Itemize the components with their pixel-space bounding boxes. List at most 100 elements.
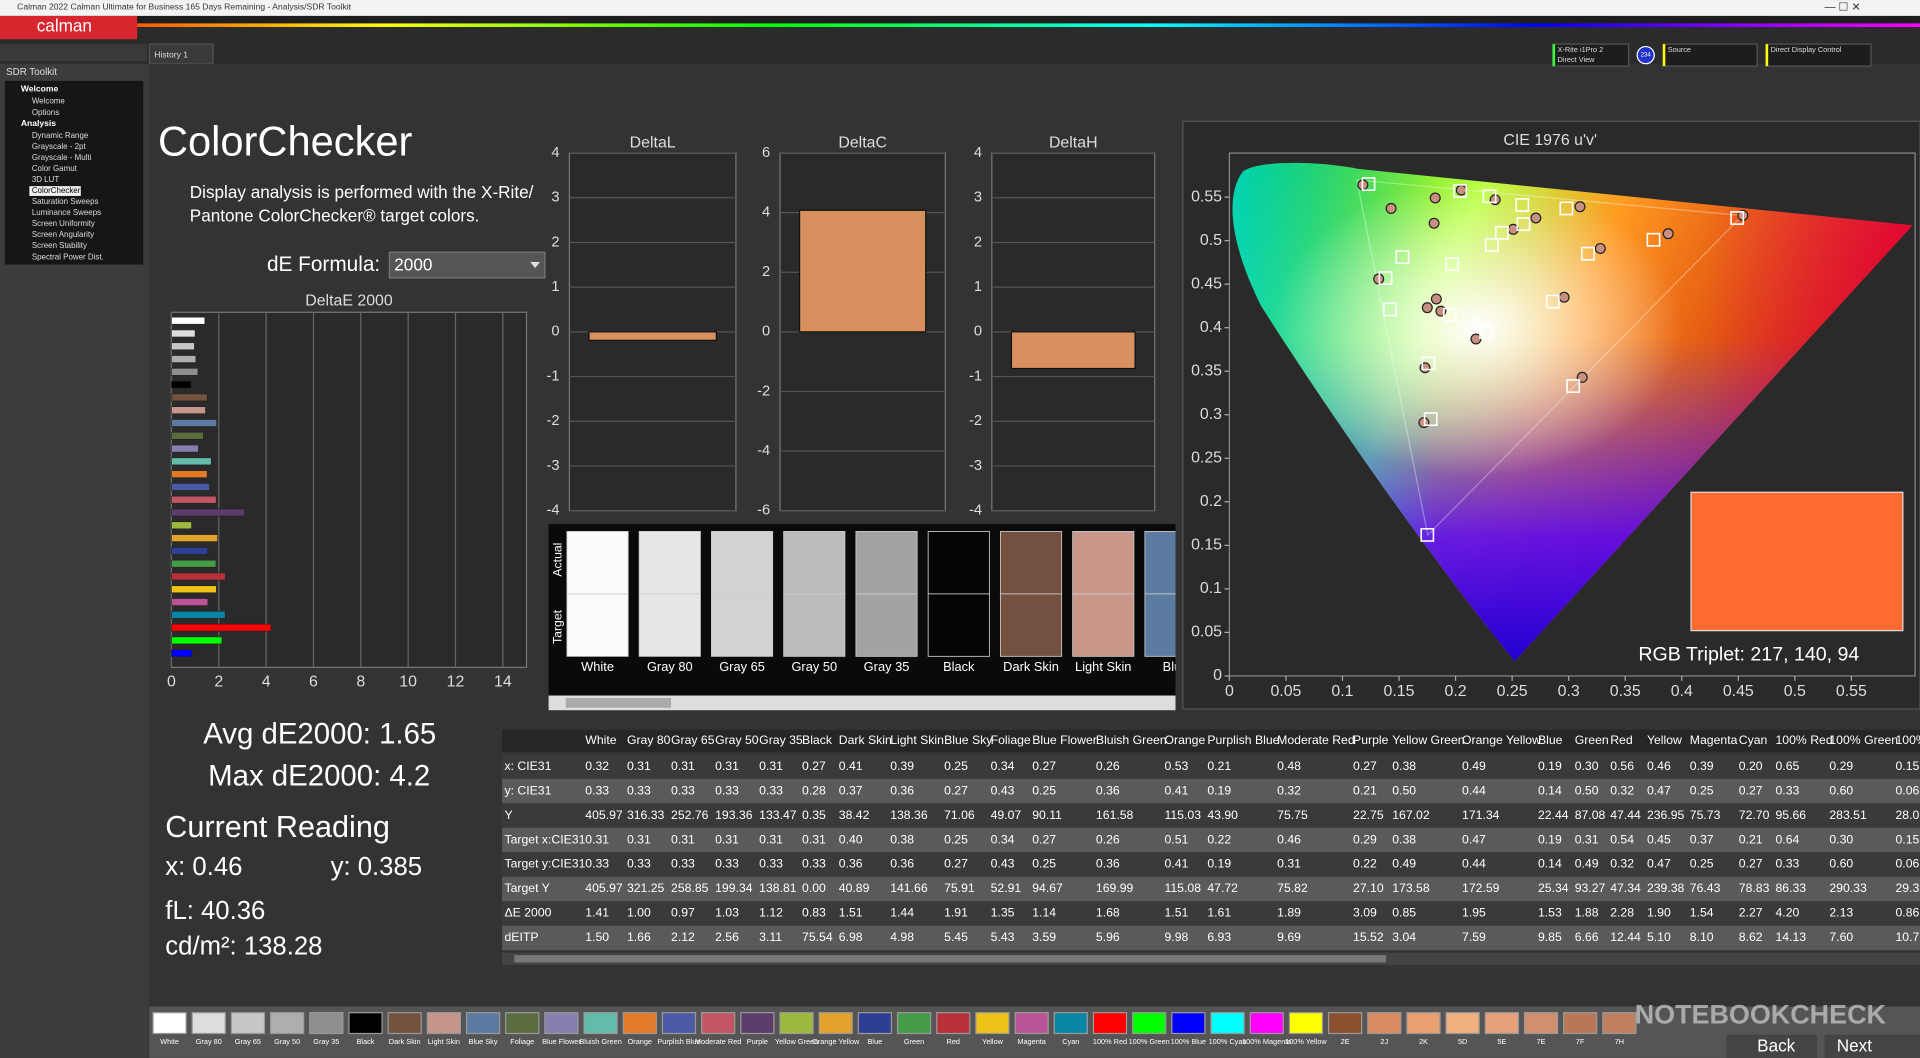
table-cell: 1.35: [991, 906, 1015, 920]
palette-swatch[interactable]: [818, 1012, 853, 1035]
column-header: 100% Green: [1829, 733, 1898, 747]
table-cell: 0.47: [1647, 783, 1671, 797]
palette-swatch[interactable]: [1406, 1012, 1441, 1035]
table-cell: 0.19: [1538, 759, 1562, 773]
logo: calman: [37, 15, 92, 35]
palette-swatch[interactable]: [1132, 1012, 1167, 1035]
target-point: [1378, 271, 1393, 285]
table-cell: 1.50: [585, 930, 609, 944]
palette-swatch[interactable]: [191, 1012, 226, 1035]
column-header: Blue Sky: [944, 733, 993, 747]
x-tick-label: 0.4: [1671, 683, 1693, 700]
table-cell: 3.59: [1032, 930, 1056, 944]
palette-swatch[interactable]: [1484, 1012, 1519, 1035]
palette-swatch[interactable]: [465, 1012, 501, 1035]
palette-label: 100% Green: [1129, 1037, 1170, 1046]
x-tick-label: 4: [262, 673, 271, 690]
table-cell: 239.38: [1647, 881, 1685, 895]
palette-label: 100% Yellow: [1285, 1037, 1327, 1046]
window-controls[interactable]: — ☐ ✕: [1824, 1, 1860, 13]
y-tick-label: 4: [762, 205, 770, 221]
table-cell: 0.20: [1739, 759, 1763, 773]
x-tick-label: 0.2: [1445, 683, 1467, 700]
palette-swatch[interactable]: [936, 1012, 971, 1035]
palette-swatch[interactable]: [1327, 1012, 1363, 1035]
palette-swatch[interactable]: [1288, 1012, 1324, 1035]
table-cell: 0.36: [890, 857, 914, 871]
table-cell: 161.58: [1096, 808, 1134, 822]
swatch-scrollbar[interactable]: [548, 695, 1176, 711]
palette-swatch[interactable]: [1563, 1012, 1598, 1035]
table-cell: 0.46: [1277, 832, 1301, 846]
x-tick-label: 0.1: [1331, 683, 1353, 700]
palette-swatch[interactable]: [583, 1012, 618, 1035]
palette-label: Green: [904, 1037, 924, 1046]
y-tick-label: -2: [547, 413, 560, 429]
column-header: Red: [1610, 733, 1633, 747]
tree-item: Grayscale - Multi: [32, 153, 92, 162]
logo-button[interactable]: [0, 15, 138, 40]
palette-swatch[interactable]: [1602, 1012, 1637, 1035]
actual-point: [1430, 293, 1442, 305]
palette-swatch[interactable]: [1014, 1012, 1049, 1035]
y-tick-label: 0.55: [1191, 188, 1222, 205]
palette-swatch[interactable]: [270, 1012, 305, 1035]
swatch-group: White Gray 80 Gray 65 Gray 50 Gray 35 Black Da…: [566, 531, 1189, 674]
palette-swatch[interactable]: [1053, 1012, 1088, 1035]
table-cell: 75.54: [802, 930, 833, 944]
table-scroll-thumb[interactable]: [514, 955, 1387, 963]
select-arrow: [530, 262, 540, 269]
palette-swatch[interactable]: [309, 1012, 344, 1035]
table-cell: 0.60: [1829, 857, 1853, 871]
column-header: Foliage: [991, 733, 1031, 747]
palette-swatch[interactable]: [740, 1012, 775, 1035]
table-cell: 0.31: [715, 832, 739, 846]
palette-swatch[interactable]: [1523, 1012, 1559, 1035]
swatch-scroll-thumb[interactable]: [565, 697, 672, 708]
target-point: [1423, 412, 1438, 427]
palette-swatch[interactable]: [387, 1012, 422, 1035]
palette-swatch[interactable]: [975, 1012, 1010, 1035]
tab-label[interactable]: History 1: [154, 49, 188, 59]
palette-swatch[interactable]: [1445, 1012, 1480, 1035]
table-cell: 0.47: [1462, 832, 1486, 846]
palette-swatch[interactable]: [505, 1012, 540, 1035]
table-cell: 0.27: [802, 759, 826, 773]
table-cell: 4.20: [1776, 906, 1800, 920]
palette-swatch[interactable]: [152, 1012, 187, 1035]
palette-swatch[interactable]: [701, 1012, 736, 1035]
palette-swatch[interactable]: [230, 1012, 266, 1035]
formula-select[interactable]: [388, 251, 546, 279]
palette-swatch[interactable]: [857, 1012, 893, 1035]
back-button[interactable]: [1726, 1034, 1818, 1058]
y-tick-label: 1: [974, 279, 982, 295]
palette-swatch[interactable]: [426, 1012, 462, 1035]
palette-label: 2E: [1341, 1037, 1350, 1046]
palette-swatch[interactable]: [544, 1012, 579, 1035]
palette-swatch[interactable]: [622, 1012, 657, 1035]
palette-swatch[interactable]: [1092, 1012, 1128, 1035]
palette-swatch[interactable]: [1210, 1012, 1245, 1035]
table-row: [502, 803, 1920, 828]
palette-label: White: [160, 1037, 179, 1046]
y-tick-label: 6: [762, 145, 770, 161]
table-cell: 0.31: [671, 832, 695, 846]
swatch-name: Blue: [1163, 659, 1189, 674]
table-cell: 87.08: [1575, 808, 1606, 822]
table-cell: 0.46: [1647, 759, 1671, 773]
palette-swatch[interactable]: [348, 1012, 383, 1035]
palette-swatch[interactable]: [779, 1012, 814, 1035]
palette-swatch[interactable]: [1249, 1012, 1284, 1035]
palette-label: Blue Flower: [542, 1037, 581, 1046]
palette-swatch[interactable]: [896, 1012, 932, 1035]
palette-swatch[interactable]: [661, 1012, 697, 1035]
palette-swatch[interactable]: [1171, 1012, 1206, 1035]
table-cell: 1.41: [585, 906, 609, 920]
next-button[interactable]: [1824, 1034, 1920, 1058]
device-label: Source: [1668, 45, 1691, 54]
target-point: [1420, 527, 1435, 542]
device-label: X-Rite i1Pro 2: [1558, 45, 1604, 54]
swatch-name: Gray 35: [864, 659, 910, 674]
deltae-bar: [171, 431, 204, 440]
palette-swatch[interactable]: [1367, 1012, 1402, 1035]
